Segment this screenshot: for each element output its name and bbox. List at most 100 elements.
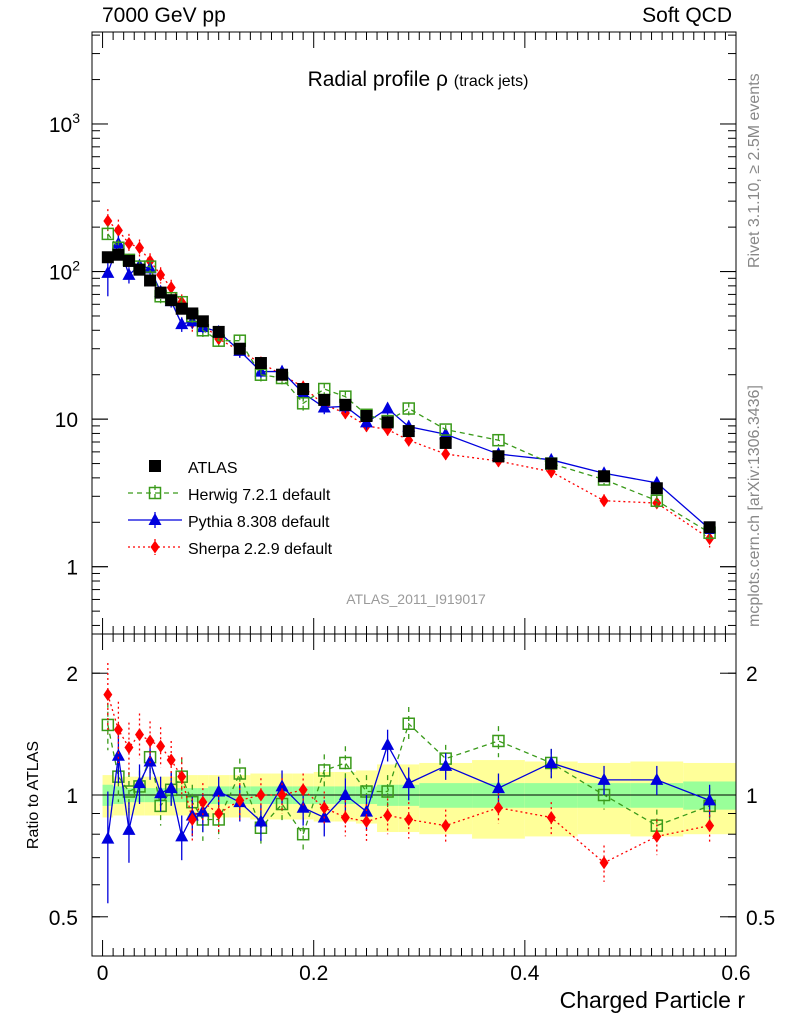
ratio-point-herwig [492,734,505,748]
ratio-point-sherpa [298,783,308,797]
ratio-point-sherpa [361,815,371,829]
ratio-point-pythia [275,779,289,792]
xtick-label: 0.4 [510,962,540,985]
ratio-point-sherpa [156,739,166,753]
ratio-point-sherpa [546,810,556,824]
main-point-atlas [318,393,331,406]
main-point-pythia [381,401,395,414]
x-axis-label: Charged Particle r [560,987,746,1013]
ratio-point-pythia [133,776,147,789]
main-point-atlas [381,416,394,429]
legend-label-herwig: Herwig 7.2.1 default [188,487,331,504]
main-point-sherpa [441,447,451,461]
main-point-sherpa [156,268,166,282]
main-point-atlas [492,450,505,463]
main-point-atlas [154,286,167,299]
ratio-point-pythia [317,810,331,823]
main-line-herwig [107,233,710,534]
main-point-atlas [297,383,310,396]
ratio-point-sherpa [277,788,287,802]
main-point-pythia [439,427,453,440]
ratio-point-sherpa [135,728,145,742]
ratio-point-pythia [101,831,115,844]
chart-title: Radial profile ρ (track jets) [308,68,529,91]
main-point-pythia [122,267,136,280]
ratio-point-sherpa [652,829,662,843]
ratio-point-pythia [111,748,125,761]
ratio-point-sherpa [383,808,393,822]
main-point-atlas [133,263,146,276]
legend-label-pythia: Pythia 8.308 default [188,514,330,531]
ratio-line-herwig [107,722,710,836]
ratio-point-herwig [233,767,247,780]
ratio-point-pythia [402,776,416,789]
ratio-point-sherpa [214,807,224,821]
main-point-sherpa [599,494,609,508]
main-point-herwig [101,227,115,241]
ratio-point-sherpa [319,801,329,815]
ratio-point-herwig [339,756,352,770]
ratio-point-pythia [175,829,189,842]
main-point-pythia [175,317,189,330]
legend-marker-sherpa [150,540,160,554]
ratio-ytick-label-right: 0.5 [746,907,775,930]
analysis-watermark: ATLAS_2011_I919017 [346,591,486,607]
ratio-point-sherpa [340,810,350,824]
ratio-point-herwig [296,827,310,841]
ratio-point-herwig [318,764,331,777]
main-point-atlas [165,294,178,307]
ratio-ytick-label-right: 1 [746,785,758,808]
ratio-point-pythia [164,781,178,794]
main-point-atlas [703,521,716,534]
chart-title-symbol: ρ [436,68,454,91]
main-ytick-label: 102 [49,258,80,285]
legend-label-atlas: ATLAS [188,460,238,477]
ratio-point-sherpa [103,688,113,702]
ratio-point-sherpa [599,856,609,870]
main-point-sherpa [124,236,134,250]
main-point-atlas [196,315,209,328]
ratio-point-herwig [402,717,415,731]
main-series-atlas [101,248,716,534]
main-point-atlas [122,254,135,267]
ratio-point-pythia [254,814,268,827]
main-point-atlas [650,482,663,495]
ratio-point-pythia [143,754,157,767]
main-point-herwig [439,423,452,436]
main-point-atlas [360,410,373,423]
ratio-ytick-label: 1 [66,785,78,808]
main-point-herwig [492,433,505,447]
chart-title-main: Radial profile [308,68,436,91]
main-point-atlas [402,425,415,438]
ratio-ytick-label: 2 [66,663,78,686]
legend-label-sherpa: Sherpa 2.2.9 default [188,541,333,558]
main-ytick-label: 10 [55,409,78,432]
ratio-point-herwig [381,785,394,798]
ratio-series-sherpa [103,662,715,882]
main-point-atlas [186,307,199,320]
main-ytick-label: 103 [49,110,80,137]
legend-marker-pythia [148,513,162,525]
main-point-atlas [212,325,225,338]
main-point-pythia [317,400,331,413]
main-point-sherpa [135,241,145,255]
ratio-ytick-label-right: 2 [746,663,758,686]
main-point-atlas [112,248,125,261]
ratio-point-sherpa [166,753,176,767]
ratio-point-sherpa [404,812,414,826]
ratio-point-pythia [196,804,210,817]
xtick-label: 0.2 [299,962,328,985]
ratio-ytick-label: 0.5 [49,907,78,930]
xtick-label: 0.6 [721,962,750,985]
ratio-point-sherpa [124,741,134,755]
header-category: Soft QCD [642,4,732,27]
ratio-point-sherpa [705,819,715,833]
main-point-herwig [254,368,268,381]
main-point-sherpa [166,280,176,294]
ratio-point-pythia [122,822,136,835]
legend-marker-herwig [148,486,162,500]
ratio-point-sherpa [256,788,266,802]
ratio-point-sherpa [145,734,155,748]
ratio-line-sherpa [107,694,710,864]
